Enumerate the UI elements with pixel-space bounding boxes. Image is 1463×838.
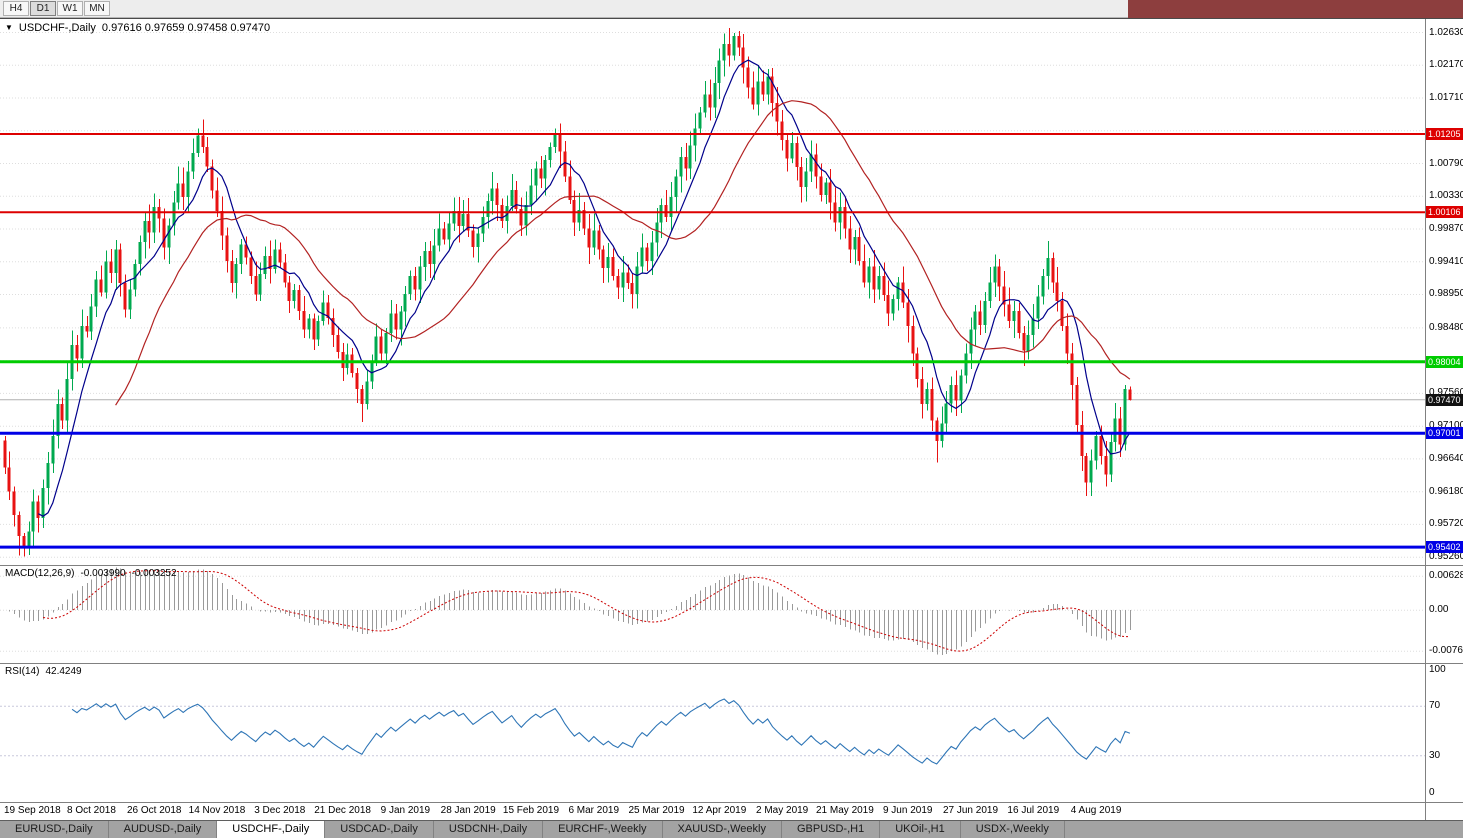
price-tag[interactable]: 0.97001 xyxy=(1426,427,1463,440)
date-label: 2 May 2019 xyxy=(755,805,809,816)
date-label: 8 Oct 2018 xyxy=(66,805,116,816)
period-button-d1[interactable]: D1 xyxy=(30,1,56,16)
date-label: 25 Mar 2019 xyxy=(628,805,685,816)
price-axis-label: 0.98480 xyxy=(1429,321,1463,333)
rsi-axis-label: 0 xyxy=(1429,787,1435,798)
price-tag[interactable]: 0.95402 xyxy=(1426,541,1463,554)
chart-dropdown-icon[interactable]: ▼ xyxy=(5,23,13,32)
price-tag[interactable]: 0.98004 xyxy=(1426,355,1463,368)
timeframe-toolbar: H4 D1 W1 MN xyxy=(0,0,1463,18)
date-label: 12 Apr 2019 xyxy=(692,805,747,816)
price-axis-label: 1.00330 xyxy=(1429,190,1463,202)
ma-line-8 xyxy=(38,59,1131,518)
macd-scale: 0.006286 0.00 -0.00762 xyxy=(1426,566,1463,663)
macd-axis-label: -0.00762 xyxy=(1429,645,1463,657)
date-label: 6 Mar 2019 xyxy=(568,805,620,816)
rsi-value: 42.4249 xyxy=(45,666,82,677)
rsi-pane: RSI(14) 42.4249 100 70 30 0 xyxy=(0,663,1463,802)
rsi-plot-area[interactable]: RSI(14) 42.4249 xyxy=(0,664,1426,802)
price-axis-label: 1.01710 xyxy=(1429,92,1463,104)
macd-label: MACD(12,26,9) -0.003990 -0.003252 xyxy=(5,568,177,579)
date-label: 3 Dec 2018 xyxy=(254,805,306,816)
price-axis-label: 0.97560 xyxy=(1429,387,1463,399)
macd-main-value: -0.003990 xyxy=(80,568,126,579)
rsi-axis-label: 30 xyxy=(1429,749,1441,761)
macd-histogram xyxy=(0,567,1425,656)
top-right-dark-strip xyxy=(1128,0,1463,18)
price-axis-label: 1.02630 xyxy=(1429,26,1463,38)
rsi-axis-label: 100 xyxy=(1429,664,1446,675)
chart-tab[interactable]: EURUSD-,Daily xyxy=(0,821,109,838)
period-button-mn[interactable]: MN xyxy=(84,1,110,16)
time-axis-corner xyxy=(1426,803,1463,820)
macd-plot-area[interactable]: MACD(12,26,9) -0.003990 -0.003252 xyxy=(0,566,1426,663)
chart-title: ▼ USDCHF-,Daily 0.97616 0.97659 0.97458 … xyxy=(5,22,270,34)
chart-tab[interactable]: USDCHF-,Daily xyxy=(217,821,326,838)
candlestick-chart[interactable] xyxy=(0,19,1425,565)
price-axis-label: 0.96640 xyxy=(1429,452,1463,464)
price-axis-label: 0.95260 xyxy=(1429,551,1463,563)
price-axis-label: 1.00790 xyxy=(1429,157,1463,169)
ma-line-24 xyxy=(115,100,1131,406)
main-chart-pane: ▼ USDCHF-,Daily 0.97616 0.97659 0.97458 … xyxy=(0,18,1463,565)
macd-signal-value: -0.003252 xyxy=(131,568,177,579)
macd-pane: MACD(12,26,9) -0.003990 -0.003252 0.0062… xyxy=(0,565,1463,663)
macd-bars xyxy=(9,567,1131,656)
chart-tabs-bar: EURUSD-,Daily AUDUSD-,Daily USDCHF-,Daily U… xyxy=(0,820,1463,838)
rsi-scale: 100 70 30 0 xyxy=(1426,664,1463,802)
chart-tab[interactable]: USDX-,Weekly xyxy=(961,821,1065,838)
chart-symbol-label: USDCHF-,Daily xyxy=(18,22,96,34)
date-label: 14 Nov 2018 xyxy=(188,805,246,816)
price-tag[interactable]: 1.00106 xyxy=(1426,206,1463,219)
macd-axis-label: 0.00 xyxy=(1429,604,1449,616)
macd-signal-line xyxy=(43,570,1130,652)
date-label: 4 Aug 2019 xyxy=(1070,805,1122,816)
price-axis-label: 0.95720 xyxy=(1429,518,1463,530)
price-axis-label: 0.98950 xyxy=(1429,288,1463,300)
macd-name: MACD(12,26,9) xyxy=(5,568,75,579)
period-button-h4[interactable]: H4 xyxy=(3,1,29,16)
period-buttons: H4 D1 W1 MN xyxy=(0,1,110,16)
price-axis-label: 1.02170 xyxy=(1429,59,1463,71)
chart-ohlc-values: 0.97616 0.97659 0.97458 0.97470 xyxy=(101,22,271,34)
date-label: 21 Dec 2018 xyxy=(314,805,371,816)
rsi-name: RSI(14) xyxy=(5,666,40,677)
candles-group xyxy=(3,28,1132,557)
date-label: 15 Feb 2019 xyxy=(502,805,560,816)
main-chart-plot[interactable]: ▼ USDCHF-,Daily 0.97616 0.97659 0.97458 … xyxy=(0,19,1426,565)
rsi-line xyxy=(71,698,1131,765)
date-label: 21 May 2019 xyxy=(815,805,874,816)
price-scale[interactable]: 1.02630 1.02170 1.01710 1.00790 1.00330 0.998… xyxy=(1426,19,1463,565)
chart-tab[interactable]: GBPUSD-,H1 xyxy=(782,821,881,838)
price-axis-label: 0.99410 xyxy=(1429,255,1463,267)
date-label: 28 Jan 2019 xyxy=(440,805,496,816)
price-tag[interactable]: 0.97470 xyxy=(1426,393,1463,406)
period-button-w1[interactable]: W1 xyxy=(57,1,83,16)
chart-tab[interactable]: EURCHF-,Weekly xyxy=(543,821,663,838)
date-label: 9 Jan 2019 xyxy=(380,805,431,816)
macd-axis-label: 0.006286 xyxy=(1429,570,1463,582)
date-labels-row: 19 Sep 2018 8 Oct 2018 26 Oct 2018 14 Nov 2… xyxy=(0,803,1426,820)
date-label: 9 Jun 2019 xyxy=(882,805,933,816)
price-axis-label: 0.99870 xyxy=(1429,223,1463,234)
date-label: 27 Jun 2019 xyxy=(942,805,999,816)
price-axis-label: 0.97100 xyxy=(1429,420,1463,432)
date-label: 19 Sep 2018 xyxy=(4,805,61,816)
date-label: 16 Jul 2019 xyxy=(1007,805,1060,816)
chart-tab[interactable]: UKOil-,H1 xyxy=(880,821,961,838)
price-tag[interactable]: 1.01205 xyxy=(1426,127,1463,140)
time-axis: 19 Sep 2018 8 Oct 2018 26 Oct 2018 14 Nov 2… xyxy=(0,802,1463,820)
date-label: 26 Oct 2018 xyxy=(126,805,182,816)
chart-tab[interactable]: XAUUSD-,Weekly xyxy=(663,821,782,838)
chart-tab[interactable]: AUDUSD-,Daily xyxy=(109,821,218,838)
rsi-line-chart xyxy=(0,698,1425,765)
chart-tab[interactable]: USDCAD-,Daily xyxy=(325,821,434,838)
price-axis-label: 0.96180 xyxy=(1429,485,1463,497)
rsi-label: RSI(14) 42.4249 xyxy=(5,666,82,677)
rsi-axis-label: 70 xyxy=(1429,700,1441,712)
chart-tab[interactable]: USDCNH-,Daily xyxy=(434,821,544,838)
